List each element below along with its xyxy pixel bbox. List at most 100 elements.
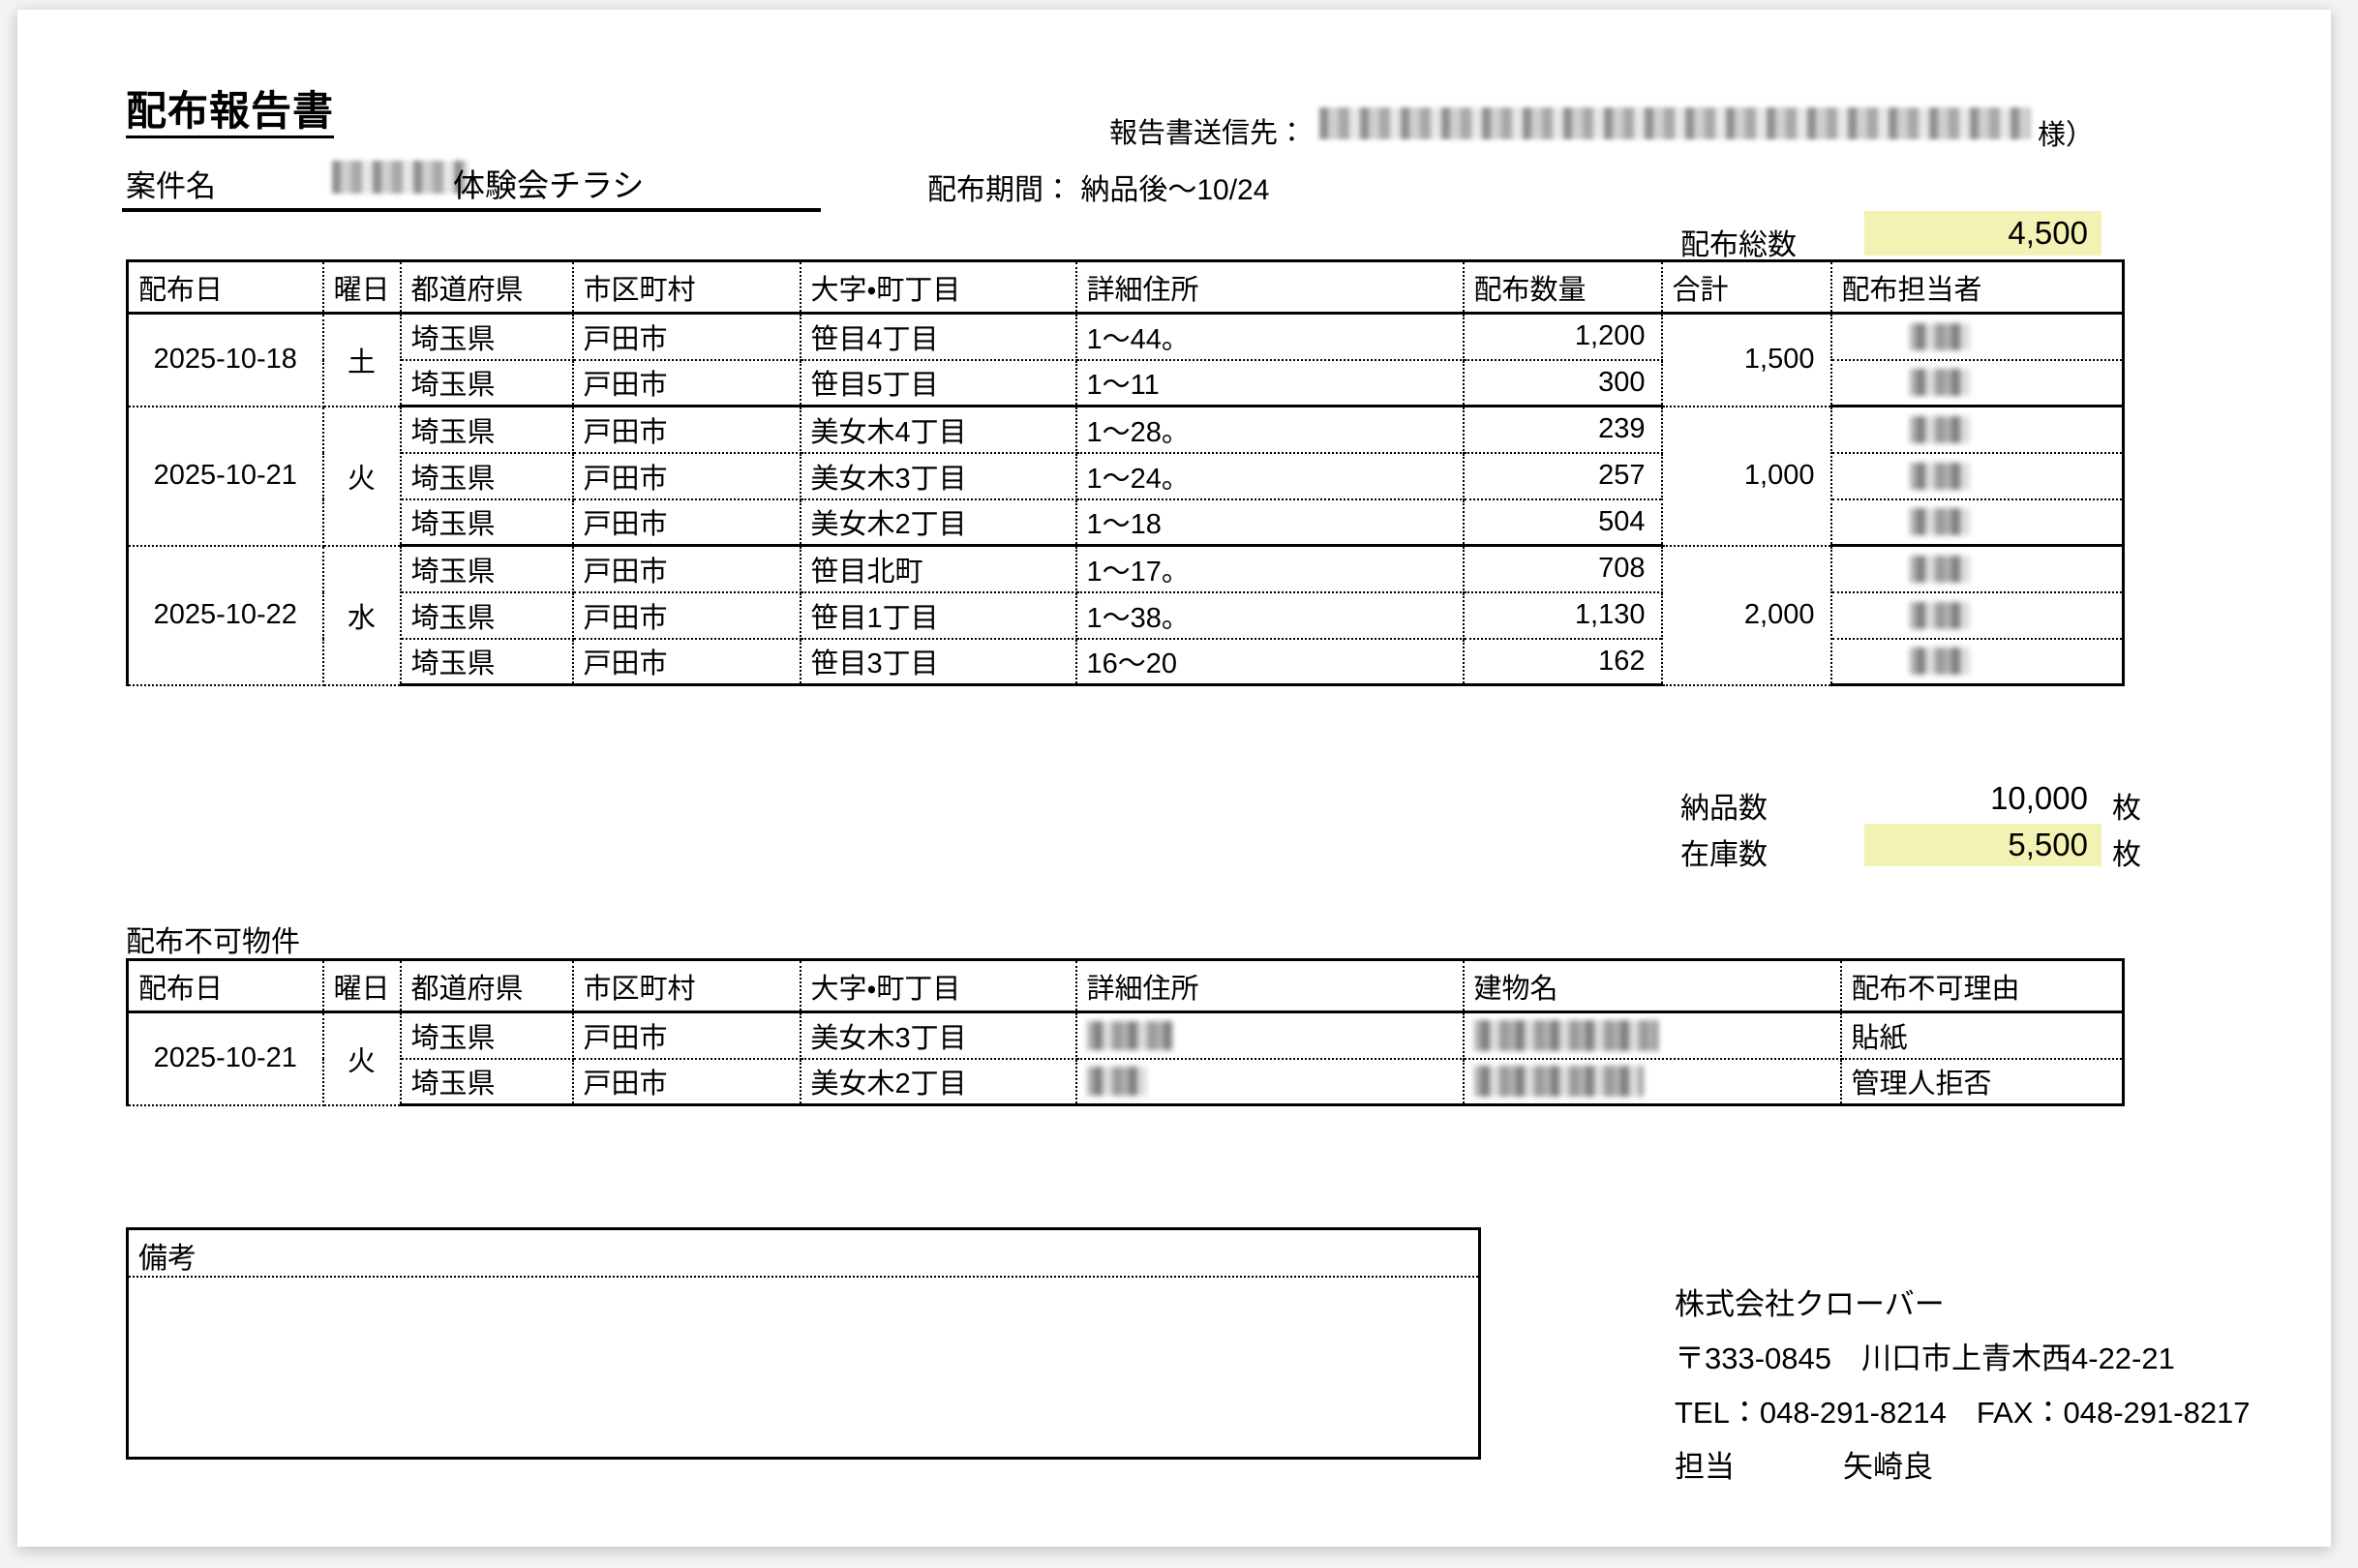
col-header-pref: 都道府県 [399, 259, 574, 315]
case-name-label: 案件名 [126, 169, 216, 203]
table-row: 2025-10-21 火 埼玉県 戸田市 美女木4丁目 1〜28。 239 1,… [126, 406, 2125, 547]
cell-address [1074, 1058, 1465, 1106]
cell-pref: 埼玉県 [399, 638, 574, 686]
table-row: 2025-10-21 火 埼玉県 戸田市 美女木3丁目 貼紙 [126, 1011, 2125, 1106]
cell-town: 笹目4丁目 [799, 313, 1077, 361]
cell-qty: 300 [1462, 359, 1663, 407]
cell-address: 1〜11 [1074, 359, 1465, 407]
cell-qty: 162 [1462, 638, 1663, 686]
cell-sum: 2,000 [1660, 545, 1832, 686]
table-row: 埼玉県 戸田市 美女木2丁目 管理人拒否 [128, 1058, 2125, 1106]
case-name-value: 体験会チラシ [453, 167, 645, 203]
col-header-qty: 配布数量 [1462, 259, 1663, 315]
cell-date: 2025-10-18 [126, 313, 324, 407]
cell-address [1074, 1011, 1465, 1060]
remarks-content[interactable] [138, 1284, 1468, 1451]
cell-qty: 708 [1462, 545, 1663, 593]
cell-sum: 1,500 [1660, 313, 1832, 407]
cell-staff [1829, 313, 2125, 361]
cell-city: 戸田市 [571, 545, 801, 593]
total-count-value: 4,500 [1864, 211, 2101, 256]
redacted-address [1086, 1020, 1172, 1050]
cell-dow: 火 [321, 406, 402, 547]
company-staff-label: 担当 [1675, 1450, 1735, 1484]
table-row: 埼玉県 戸田市 笹目1丁目 1〜38。 1,130 [128, 591, 2125, 640]
redacted-building-name [1473, 1019, 1658, 1051]
distribution-table: 配布日 曜日 都道府県 市区町村 大字・町丁目 詳細住所 配布数量 合計 配布担… [126, 259, 2125, 686]
cell-city: 戸田市 [571, 1011, 801, 1060]
recipient-suffix: 様） [2038, 120, 2095, 151]
col-header-town: 大字・町丁目 [799, 259, 1077, 315]
cell-staff [1829, 359, 2125, 407]
recipient-label: 報告書送信先： [1109, 118, 1307, 149]
remarks-divider [129, 1276, 1478, 1278]
cell-address: 16〜20 [1074, 638, 1465, 686]
undeliverable-table: 配布日 曜日 都道府県 市区町村 大字・町丁目 詳細住所 建物名 配布不可理由 … [126, 958, 2125, 1106]
col-header-dow: 曜日 [321, 259, 402, 315]
cell-address: 1〜38。 [1074, 591, 1465, 640]
cell-city: 戸田市 [571, 638, 801, 686]
cell-date: 2025-10-21 [126, 1011, 324, 1106]
redacted-staff-name [1909, 322, 1970, 350]
table-row: 埼玉県 戸田市 笹目5丁目 1〜11 300 [128, 359, 2125, 407]
col-header-town: 大字・町丁目 [799, 958, 1077, 1013]
col-header-address: 詳細住所 [1074, 958, 1465, 1013]
cell-town: 美女木2丁目 [799, 498, 1077, 547]
col-header-reason: 配布不可理由 [1839, 958, 2125, 1013]
remarks-box[interactable]: 備考 [126, 1227, 1481, 1460]
company-staff-name: 矢崎良 [1843, 1450, 1933, 1484]
redacted-staff-name [1909, 555, 1970, 583]
company-info: 株式会社クローバー 〒333-0845 川口市上青木西4-22-21 TEL：0… [1675, 1278, 2251, 1494]
col-header-sum: 合計 [1660, 259, 1832, 315]
cell-staff [1829, 545, 2125, 593]
cell-address: 1〜17。 [1074, 545, 1465, 593]
table-row: 埼玉県 戸田市 美女木2丁目 1〜18 504 [128, 498, 2125, 547]
total-count-label: 配布総数 [1680, 229, 1797, 261]
cell-staff [1829, 406, 2125, 454]
delivered-count-unit: 枚 [2112, 793, 2141, 825]
cell-pref: 埼玉県 [399, 359, 574, 407]
distribution-period: 配布期間： 納品後〜10/24 [927, 174, 1270, 206]
redacted-staff-name [1909, 508, 1970, 536]
cell-reason: 貼紙 [1839, 1011, 2125, 1060]
cell-qty: 1,200 [1462, 313, 1663, 361]
cell-pref: 埼玉県 [399, 545, 574, 593]
redacted-staff-name [1909, 648, 1970, 676]
case-name-underline [122, 208, 821, 212]
cell-town: 美女木2丁目 [799, 1058, 1077, 1106]
cell-staff [1829, 452, 2125, 500]
redacted-building-name [1473, 1066, 1644, 1098]
redacted-staff-name [1909, 601, 1970, 629]
redacted-recipient-name [1319, 107, 2031, 139]
cell-city: 戸田市 [571, 406, 801, 454]
cell-address: 1〜44。 [1074, 313, 1465, 361]
redacted-case-name [332, 161, 468, 194]
cell-address: 1〜18 [1074, 498, 1465, 547]
cell-city: 戸田市 [571, 1058, 801, 1106]
cell-city: 戸田市 [571, 359, 801, 407]
cell-qty: 239 [1462, 406, 1663, 454]
cell-qty: 504 [1462, 498, 1663, 547]
company-address: 〒333-0845 川口市上青木西4-22-21 [1675, 1342, 2175, 1375]
stock-count-unit: 枚 [2112, 839, 2141, 871]
col-header-date: 配布日 [126, 958, 324, 1013]
cell-town: 美女木3丁目 [799, 452, 1077, 500]
cell-qty: 257 [1462, 452, 1663, 500]
cell-pref: 埼玉県 [399, 498, 574, 547]
cell-pref: 埼玉県 [399, 452, 574, 500]
cell-town: 笹目5丁目 [799, 359, 1077, 407]
company-staff-row: 担当 矢崎良 [1675, 1440, 2251, 1494]
cell-building [1462, 1011, 1842, 1060]
document-title: 配布報告書 [126, 91, 335, 138]
delivered-count-label: 納品数 [1680, 793, 1768, 825]
cell-staff [1829, 498, 2125, 547]
cell-address: 1〜28。 [1074, 406, 1465, 454]
cell-pref: 埼玉県 [399, 1058, 574, 1106]
delivered-count-value: 10,000 [1990, 780, 2088, 816]
cell-building [1462, 1058, 1842, 1106]
cell-city: 戸田市 [571, 452, 801, 500]
cell-town: 笹目北町 [799, 545, 1077, 593]
col-header-dow: 曜日 [321, 958, 402, 1013]
cell-city: 戸田市 [571, 498, 801, 547]
